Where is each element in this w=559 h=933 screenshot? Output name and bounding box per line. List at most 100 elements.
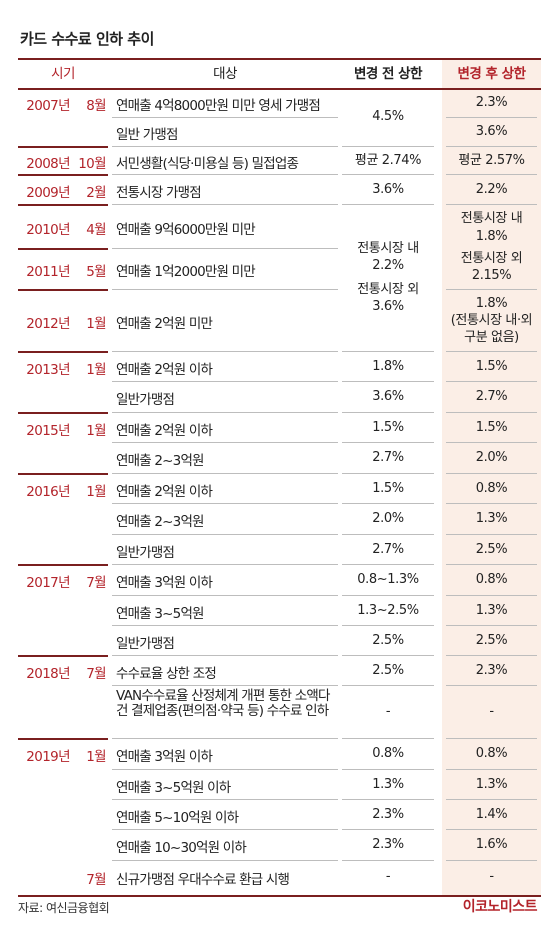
row-divider (446, 829, 537, 830)
row-before-value: 2.5% (372, 632, 404, 648)
row-before-value: 2.7% (372, 450, 404, 465)
table-row: 7월 신규가맹점 우대수수료 환급 시행 - - (0, 860, 559, 893)
page-title: 카드 수수료 인하 추이 (20, 30, 154, 48)
row-before-value: 1.3% (372, 776, 404, 792)
row-divider (112, 117, 338, 118)
source-note: 자료: 여신금융협회 (18, 901, 110, 915)
row-after-value: 2.5% (475, 541, 508, 557)
row-month: 4월 (86, 221, 106, 238)
row-month: 7월 (86, 872, 106, 888)
row-after-value: 0.8% (475, 746, 508, 761)
table-row: 2010년 4월 연매출 9억6000만원 미만 (0, 204, 559, 248)
merged-value: 구분 없음) (464, 330, 519, 345)
row-divider (446, 351, 537, 352)
row-divider (18, 204, 108, 206)
row-month: 7월 (86, 575, 106, 591)
row-month: 1월 (86, 315, 106, 332)
row-before-value: 2.3% (372, 837, 404, 852)
row-month: 7월 (86, 665, 106, 682)
row-divider (112, 738, 338, 739)
row-year: 2011년 (26, 264, 70, 280)
row-after-value: 0.8% (475, 572, 508, 587)
row-after-value: 1.5% (475, 358, 508, 374)
row-divider (446, 769, 537, 770)
row-after-value: 평균 2.57% (458, 152, 525, 168)
table-row: 2008년 10월 서민생활(식당·미용실 등) 밀접업종 평균 2.74% 평균 2.… (0, 146, 559, 174)
table-row: 2017년 7월 연매출 3억원 이하 0.8~1.3% 0.8% (0, 564, 559, 595)
row-divider (342, 564, 434, 565)
row-divider (18, 738, 108, 740)
row-year: 2009년 (26, 184, 70, 201)
row-divider (342, 685, 434, 686)
row-after-value: 2.3% (475, 95, 508, 110)
row-divider (112, 655, 338, 656)
row-month: 1월 (86, 483, 106, 500)
brand-logo: 이코노미스트 (462, 899, 538, 915)
row-divider (112, 503, 338, 504)
row-divider (342, 146, 434, 147)
row-target: 연매출 2억원 이하 (116, 422, 213, 439)
row-target: 서민생활(식당·미용실 등) 밀접업종 (116, 155, 299, 172)
row-divider (342, 860, 434, 861)
row-divider (342, 769, 434, 770)
row-divider (446, 799, 537, 800)
row-divider (112, 829, 338, 830)
row-month: 2월 (86, 184, 106, 201)
merged-value: 전통시장 외 (460, 251, 523, 266)
header-top-rule (18, 58, 541, 60)
row-divider (446, 534, 537, 535)
row-after-value: 1.5% (475, 419, 508, 435)
row-before-value: 3.6% (372, 181, 404, 197)
row-divider (112, 412, 338, 413)
table-row: 일반 가맹점 3.6% (0, 117, 559, 146)
row-divider (112, 289, 338, 290)
row-year: 2018년 (26, 665, 70, 682)
row-divider (112, 174, 338, 175)
row-before-value: 1.3~2.5% (357, 602, 419, 618)
table-row: 연매출 2~3억원 2.0% 1.3% (0, 503, 559, 534)
merged-value: 1.8% (475, 296, 508, 311)
row-divider (18, 564, 108, 566)
merged-value: 전통시장 외 (357, 282, 419, 297)
after-column-highlight (442, 59, 541, 896)
row-divider (446, 860, 537, 861)
row-divider (112, 381, 338, 382)
row-divider (446, 595, 537, 596)
row-target: 신규가맹점 우대수수료 환급 시행 (116, 872, 290, 888)
merged-value: 3.6% (372, 299, 404, 314)
row-divider (112, 351, 338, 352)
row-divider (342, 625, 434, 626)
row-divider (18, 655, 108, 657)
row-target: 연매출 10~30억원 이하 (116, 840, 247, 856)
table-row: 2009년 2월 전통시장 가맹점 3.6% 2.2% (0, 174, 559, 204)
row-divider (446, 204, 537, 205)
row-target: 연매출 2억원 이하 (116, 361, 213, 378)
row-target: 연매출 2억원 미만 (116, 315, 213, 332)
row-divider (446, 289, 537, 290)
row-year: 2007년 (26, 98, 70, 114)
row-divider (342, 534, 434, 535)
row-after-value: 1.3% (475, 511, 508, 526)
row-year: 2010년 (26, 221, 70, 238)
row-before-value: 3.6% (372, 389, 404, 404)
row-divider (18, 351, 108, 353)
row-divider (18, 146, 108, 148)
row-month: 5월 (86, 264, 106, 280)
table-row: 2011년 5월 연매출 1억2000만원 미만 (0, 248, 559, 289)
row-before-value: 0.8% (372, 746, 404, 761)
row-divider (446, 503, 537, 504)
table-row: 2015년 1월 연매출 2억원 이하 1.5% 1.5% (0, 412, 559, 442)
table-row: 일반가맹점 2.7% 2.5% (0, 534, 559, 564)
merged-value: 1.8% (475, 229, 508, 244)
table-row: 연매출 10~30억원 이하 2.3% 1.6% (0, 829, 559, 860)
row-divider (446, 412, 537, 413)
row-target: 수수료율 상한 조정 (116, 665, 217, 682)
row-divider (342, 595, 434, 596)
row-divider (112, 248, 338, 249)
row-after-value: - (489, 704, 494, 719)
row-after-value: 0.8% (475, 480, 508, 496)
row-divider (446, 473, 537, 474)
row-divider (446, 381, 537, 382)
table-row: 2007년 8월 연매출 4억8000만원 미만 영세 가맹점 4.5% 2.3% (0, 88, 559, 124)
row-divider (342, 503, 434, 504)
